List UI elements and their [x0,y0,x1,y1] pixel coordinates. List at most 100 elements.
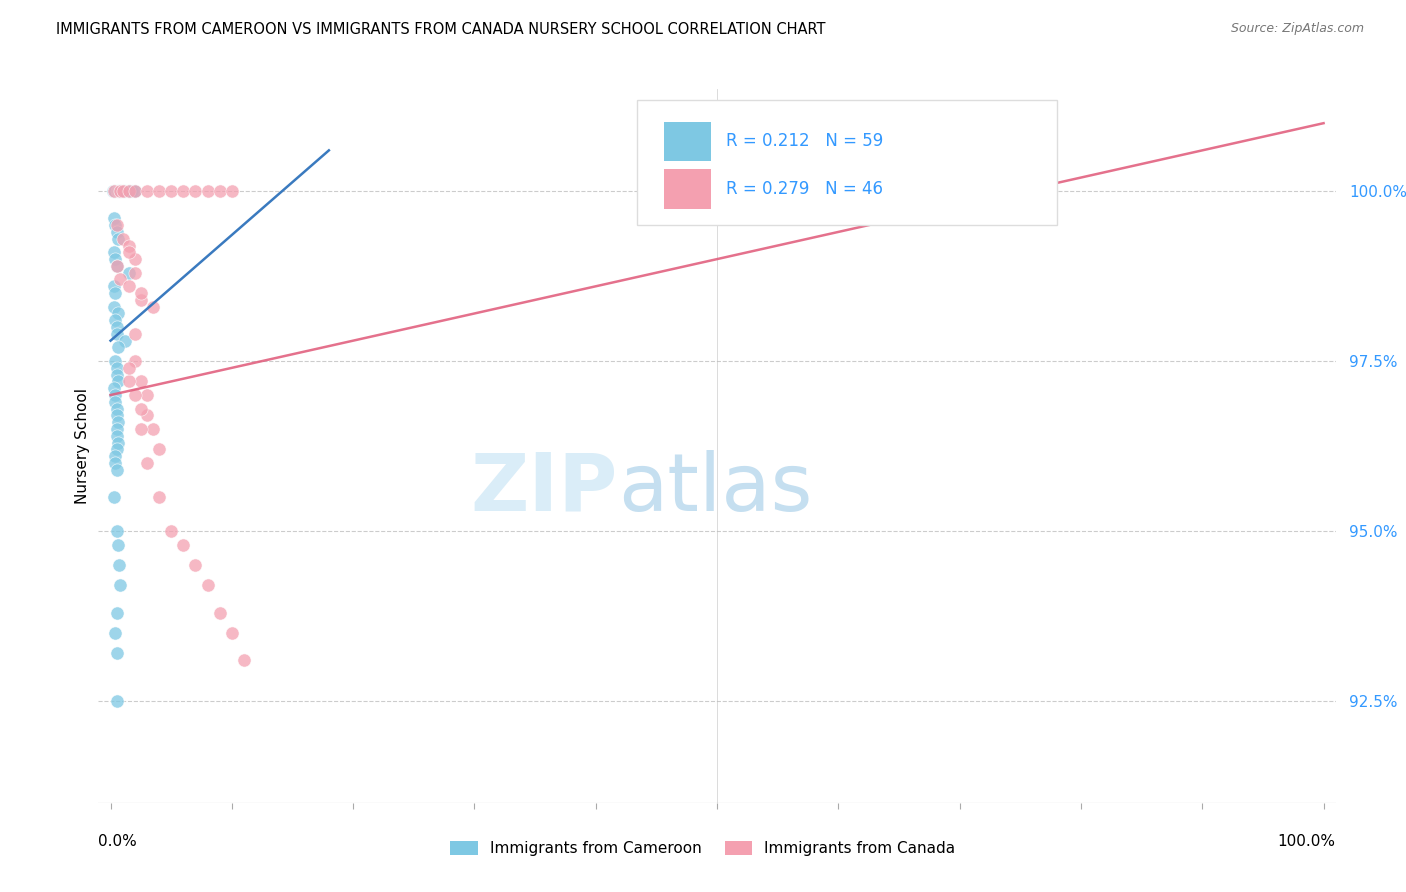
Point [142,300,165,314]
Point [118,184,141,198]
Point [105,225,128,239]
Point [105,463,128,477]
Point [129,286,152,301]
Point [136,409,159,423]
Point [104,626,127,640]
Point [111,184,134,198]
FancyBboxPatch shape [637,100,1057,225]
Point [103,184,125,198]
Point [124,266,146,280]
Point [105,606,128,620]
Y-axis label: Nursery School: Nursery School [75,388,90,504]
Point [184,558,207,572]
Point [118,238,141,252]
Point [114,184,136,198]
Point [105,409,128,423]
Point [105,326,128,341]
Point [105,429,128,443]
Point [129,422,152,436]
Point [110,184,132,198]
Point [107,306,129,320]
Point [233,653,256,667]
Point [136,184,159,198]
Point [103,184,125,198]
Point [110,578,132,592]
Point [124,326,146,341]
Point [129,401,152,416]
Point [112,184,135,198]
Point [105,218,128,232]
Point [197,578,219,592]
Point [107,415,129,429]
Point [104,388,127,402]
Point [118,184,141,198]
Point [111,232,134,246]
Legend: Immigrants from Cameroon, Immigrants from Canada: Immigrants from Cameroon, Immigrants fro… [444,835,962,862]
Point [105,401,128,416]
Point [105,694,128,708]
Point [107,375,129,389]
Point [117,184,139,198]
Point [110,184,132,198]
Text: ZIP: ZIP [471,450,619,528]
Point [129,375,152,389]
Point [184,184,207,198]
Point [124,184,146,198]
Point [118,266,141,280]
Point [104,252,127,266]
Point [107,184,129,198]
Point [103,279,125,293]
Text: 0.0%: 0.0% [98,834,138,849]
Point [104,218,127,232]
Point [103,211,125,226]
Text: 100.0%: 100.0% [1278,834,1336,849]
Point [105,422,128,436]
Point [101,184,124,198]
Point [142,422,165,436]
Point [103,245,125,260]
Point [160,524,183,538]
Point [118,184,141,198]
Point [172,184,194,198]
Point [160,184,183,198]
Point [105,259,128,273]
Point [104,449,127,463]
Point [105,646,128,660]
Point [208,606,231,620]
Point [124,184,146,198]
Point [172,537,194,551]
Point [114,334,136,348]
Point [148,442,170,457]
Point [107,341,129,355]
Text: R = 0.212   N = 59: R = 0.212 N = 59 [725,132,883,150]
Point [108,184,131,198]
Point [129,293,152,307]
Bar [664,169,711,209]
Point [148,490,170,504]
Point [118,279,141,293]
Point [105,184,128,198]
Point [103,490,125,504]
Point [136,456,159,470]
Point [121,184,143,198]
Point [103,300,125,314]
Point [197,184,219,198]
Text: R = 0.279   N = 46: R = 0.279 N = 46 [725,180,883,198]
Point [124,252,146,266]
Point [221,626,243,640]
Point [124,388,146,402]
Bar [664,121,711,161]
Point [105,368,128,382]
Text: atlas: atlas [619,450,813,528]
Point [105,442,128,457]
Point [104,184,127,198]
Point [124,354,146,368]
Point [104,313,127,327]
Point [108,558,131,572]
Point [107,435,129,450]
Point [104,286,127,301]
Point [107,537,129,551]
Text: IMMIGRANTS FROM CAMEROON VS IMMIGRANTS FROM CANADA NURSERY SCHOOL CORRELATION CH: IMMIGRANTS FROM CAMEROON VS IMMIGRANTS F… [56,22,825,37]
Point [148,184,170,198]
Point [118,245,141,260]
